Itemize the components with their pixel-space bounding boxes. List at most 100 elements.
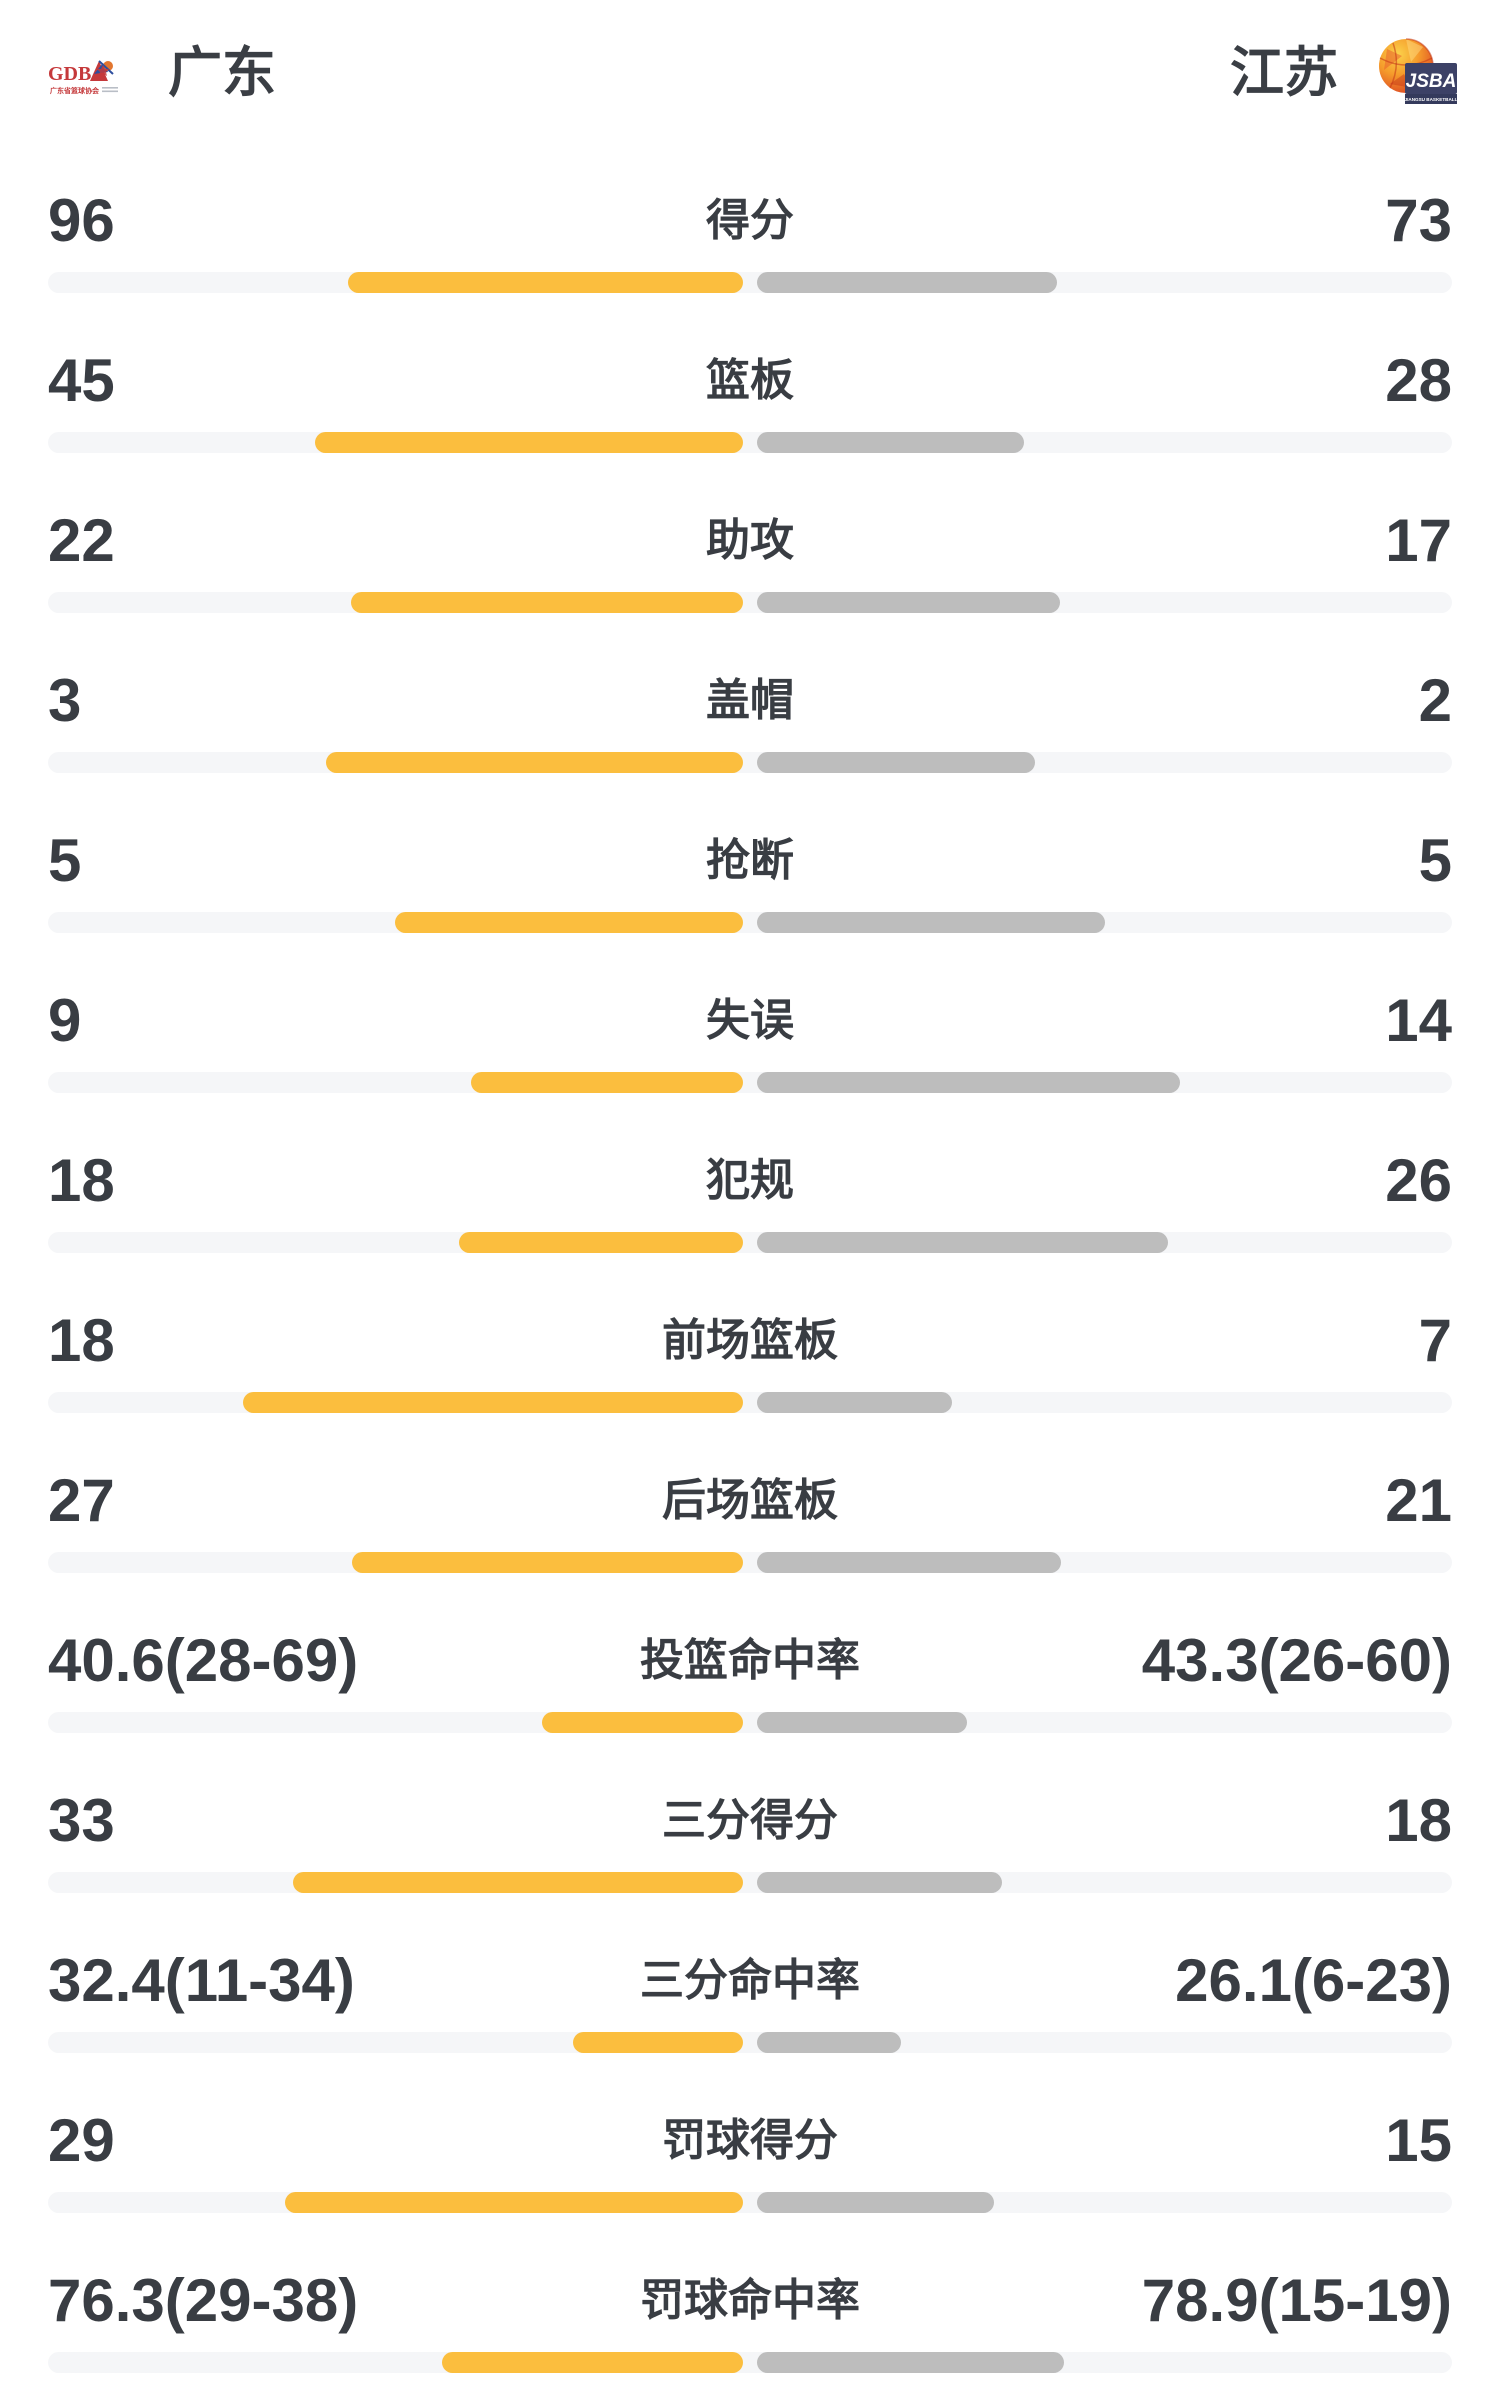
away-stat-bar [757, 1232, 1168, 1253]
away-stat-value: 73 [1385, 187, 1452, 254]
away-stat-bar [757, 432, 1024, 453]
stat-label: 得分 [706, 196, 794, 245]
away-stat-value: 7 [1418, 1307, 1452, 1374]
stat-bar-track [48, 912, 1452, 933]
stat-row: 96 得分 73 [48, 190, 1452, 350]
stat-label: 三分得分 [662, 1796, 838, 1845]
stat-row-values: 22 助攻 17 [48, 510, 1452, 572]
stat-row: 32.4(11-34) 三分命中率 26.1(6-23) [48, 1950, 1452, 2110]
home-stat-bar [542, 1712, 743, 1733]
home-stat-bar [348, 272, 743, 293]
home-stat-bar [459, 1232, 743, 1253]
stat-bar-track [48, 1392, 1452, 1413]
home-stat-value: 3 [48, 667, 82, 734]
stat-label: 后场篮板 [662, 1476, 838, 1525]
away-stat-bar [757, 752, 1035, 773]
stat-bar-track [48, 1232, 1452, 1253]
home-stat-value: 22 [48, 507, 115, 574]
stats-list: 96 得分 73 45 篮板 28 22 助攻 17 [0, 190, 1500, 2400]
home-stat-value: 45 [48, 347, 115, 414]
away-stat-value: 21 [1385, 1467, 1452, 1534]
stat-label: 助攻 [706, 516, 794, 565]
away-stat-value: 43.3(26-60) [1141, 1627, 1452, 1694]
header: GDB 广东省篮球协会 广东 江苏 [0, 0, 1500, 110]
home-stat-value: 5 [48, 827, 82, 894]
home-stat-bar [352, 1552, 743, 1573]
home-stat-value: 96 [48, 187, 115, 254]
stat-bar-track [48, 2352, 1452, 2373]
away-stat-bar [757, 2192, 994, 2213]
away-stat-bar [757, 2352, 1064, 2373]
home-stat-bar [573, 2032, 743, 2053]
stat-row-values: 18 前场篮板 7 [48, 1310, 1452, 1372]
stat-label: 罚球得分 [662, 2116, 838, 2165]
stat-row-values: 96 得分 73 [48, 190, 1452, 252]
home-stat-value: 18 [48, 1147, 115, 1214]
stat-row-values: 33 三分得分 18 [48, 1790, 1452, 1852]
away-stat-bar [757, 272, 1057, 293]
stat-row: 9 失误 14 [48, 990, 1452, 1150]
home-stat-bar [471, 1072, 743, 1093]
away-stat-value: 15 [1385, 2107, 1452, 2174]
stat-label: 盖帽 [706, 676, 794, 725]
stat-label: 罚球命中率 [640, 2276, 860, 2325]
stat-label: 前场篮板 [662, 1316, 838, 1365]
jsba-logo-subtext: JIANGSU BASKETBALL [1405, 97, 1457, 102]
stat-row-values: 29 罚球得分 15 [48, 2110, 1452, 2172]
stat-bar-track [48, 592, 1452, 613]
home-stat-bar [442, 2352, 743, 2373]
stat-row: 5 抢断 5 [48, 830, 1452, 990]
stat-row-values: 76.3(29-38) 罚球命中率 78.9(15-19) [48, 2270, 1452, 2332]
away-stat-value: 26 [1385, 1147, 1452, 1214]
home-stat-value: 27 [48, 1467, 115, 1534]
stat-bar-track [48, 2032, 1452, 2053]
stat-label: 抢断 [706, 836, 794, 885]
home-stat-bar [293, 1872, 743, 1893]
away-stat-bar [757, 1072, 1180, 1093]
stat-bar-track [48, 1712, 1452, 1733]
stat-bar-track [48, 752, 1452, 773]
home-stat-bar [315, 432, 743, 453]
stat-row: 18 犯规 26 [48, 1150, 1452, 1310]
stat-row: 22 助攻 17 [48, 510, 1452, 670]
gdba-logo-icon: GDB 广东省篮球协会 [48, 59, 118, 95]
stat-row: 29 罚球得分 15 [48, 2110, 1452, 2270]
away-stat-bar [757, 592, 1060, 613]
stat-row-values: 5 抢断 5 [48, 830, 1452, 892]
away-stat-value: 14 [1385, 987, 1452, 1054]
home-stat-bar [326, 752, 743, 773]
away-stat-bar [757, 1552, 1061, 1573]
jsba-logo-text: JSBA [1406, 71, 1457, 92]
gdba-logo-text: GDB [48, 63, 91, 85]
jsba-logo-icon: JSBA JIANGSU BASKETBALL [1379, 37, 1458, 104]
away-stat-value: 26.1(6-23) [1175, 1947, 1452, 2014]
home-stat-bar [395, 912, 743, 933]
home-stat-value: 32.4(11-34) [48, 1947, 355, 2014]
stat-label: 投篮命中率 [640, 1636, 860, 1685]
stat-bar-track [48, 272, 1452, 293]
stat-row: 45 篮板 28 [48, 350, 1452, 510]
home-stat-value: 9 [48, 987, 82, 1054]
away-stat-bar [757, 1392, 952, 1413]
stat-row-values: 45 篮板 28 [48, 350, 1452, 412]
stat-row: 33 三分得分 18 [48, 1790, 1452, 1950]
away-stat-value: 18 [1385, 1787, 1452, 1854]
away-stat-value: 17 [1385, 507, 1452, 574]
stat-row: 40.6(28-69) 投篮命中率 43.3(26-60) [48, 1630, 1452, 1790]
stat-bar-track [48, 432, 1452, 453]
home-stat-value: 29 [48, 2107, 115, 2174]
away-stat-value: 2 [1418, 667, 1452, 734]
home-stat-bar [243, 1392, 743, 1413]
home-stat-value: 33 [48, 1787, 115, 1854]
away-stat-value: 28 [1385, 347, 1452, 414]
home-stat-value: 76.3(29-38) [48, 2267, 359, 2334]
stat-label: 篮板 [706, 356, 794, 405]
gdba-logo-subtext: 广东省篮球协会 [50, 86, 100, 95]
away-stat-bar [757, 1872, 1002, 1893]
home-team-header: GDB 广东省篮球协会 广东 [48, 39, 276, 108]
stat-label: 犯规 [706, 1156, 794, 1205]
home-stat-bar [285, 2192, 743, 2213]
stat-bar-track [48, 1552, 1452, 1573]
stat-label: 失误 [706, 996, 794, 1045]
stat-bar-track [48, 2192, 1452, 2213]
